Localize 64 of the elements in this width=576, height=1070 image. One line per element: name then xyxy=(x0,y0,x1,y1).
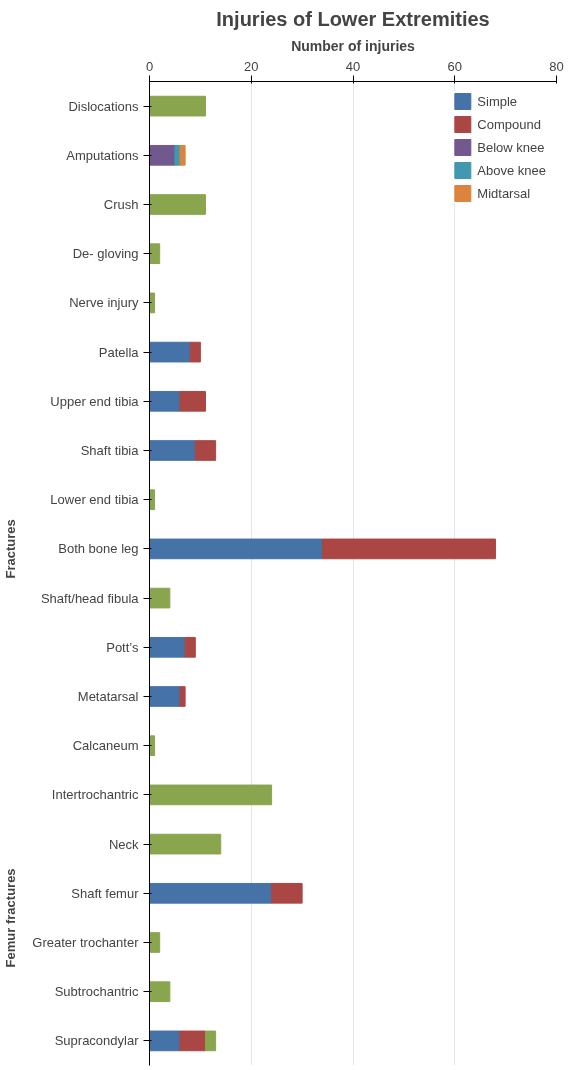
y-tick-label: Shaft/head fibula xyxy=(40,590,140,606)
bar xyxy=(149,784,273,806)
bar xyxy=(179,390,206,412)
text: Femur fractures xyxy=(3,868,19,968)
bar xyxy=(149,243,161,265)
bar xyxy=(189,341,201,363)
y-tick-label: Amputations xyxy=(66,147,139,163)
y-tick-label: Calcaneum xyxy=(72,738,139,754)
y-tick-label: Supracondylar xyxy=(54,1033,140,1049)
y-tick-label: Intertrochantric xyxy=(51,787,139,803)
bar xyxy=(149,489,156,511)
bar xyxy=(149,538,323,560)
y-tick-label: Shaft tibia xyxy=(80,443,140,458)
y-tick-label: Neck xyxy=(108,836,139,852)
x-tick-label: 60 xyxy=(447,58,462,74)
bar xyxy=(184,636,196,658)
y-tick-label: Shaft femur xyxy=(71,885,140,901)
y-tick-label: Upper end tibia xyxy=(50,393,140,409)
x-tick-label: 0 xyxy=(145,58,154,74)
bar xyxy=(149,194,206,215)
y-tick-label: Patella xyxy=(98,344,140,360)
bar xyxy=(149,882,273,904)
bar xyxy=(149,932,161,953)
bar xyxy=(179,686,186,707)
bar xyxy=(149,833,222,855)
bar xyxy=(271,882,303,904)
legend-label: Compound xyxy=(477,116,541,132)
y-tick-label: Dislocations xyxy=(68,98,139,114)
bar xyxy=(179,144,186,166)
legend-label: Midtarsal xyxy=(477,185,531,201)
y-tick-label: Pott’s xyxy=(106,639,139,655)
bar xyxy=(149,686,181,707)
text: Fractures xyxy=(3,519,19,579)
bar xyxy=(204,1030,217,1052)
legend-label: Below knee xyxy=(477,139,545,155)
y-tick-label: Greater trochanter xyxy=(32,935,140,950)
bar xyxy=(321,538,496,560)
y-tick-label: Subtrochantric xyxy=(54,984,139,1000)
bar xyxy=(149,341,191,363)
chart-title: Injuries of Lower Extremities xyxy=(216,7,490,30)
bar xyxy=(149,1030,181,1052)
bar xyxy=(149,292,156,314)
y-tick-label: De- gloving xyxy=(72,246,139,262)
bar xyxy=(149,981,171,1003)
y-tick-label: Crush xyxy=(103,197,139,212)
bar xyxy=(149,636,186,658)
bar xyxy=(149,440,196,461)
bar xyxy=(149,95,206,117)
bar xyxy=(149,735,156,757)
y-tick-label: Metatarsal xyxy=(77,689,139,704)
x-tick-label: 40 xyxy=(345,58,361,74)
x-tick-label: 80 xyxy=(549,58,564,74)
y-tick-label: Both bone leg xyxy=(58,541,139,557)
bar xyxy=(194,440,217,461)
y-tick-label: Nerve injury xyxy=(69,295,139,311)
x-tick-label: 20 xyxy=(244,58,259,74)
bar xyxy=(149,390,181,412)
legend-label: Simple xyxy=(477,93,518,109)
bar xyxy=(149,587,171,609)
y-tick-label: Lower end tibia xyxy=(50,492,140,508)
bar xyxy=(179,1030,206,1052)
legend-label: Above knee xyxy=(477,162,546,178)
x-axis-title: Number of injuries xyxy=(291,37,416,54)
bar xyxy=(149,144,176,166)
